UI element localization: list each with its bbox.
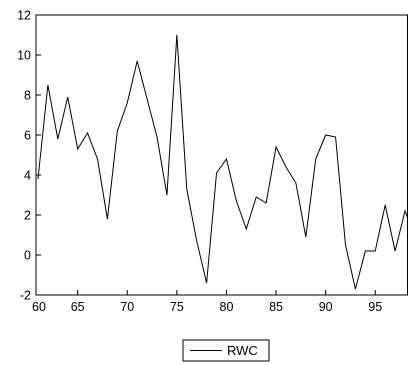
- y-tick-label: -2: [20, 289, 31, 303]
- plot-area-frame: [35, 14, 408, 296]
- x-tick-label: 90: [319, 300, 333, 314]
- y-tick-label: 4: [24, 169, 31, 183]
- y-tick-label: 0: [24, 249, 31, 263]
- y-tick-label: 10: [17, 49, 31, 63]
- y-tick-label: 12: [17, 9, 31, 23]
- y-tick-label: 2: [24, 209, 31, 223]
- legend: RWC: [182, 339, 270, 362]
- x-tick-label: 95: [368, 300, 382, 314]
- y-axis: -2 0 2 4 6 8 10 12: [17, 9, 41, 303]
- legend-box: [182, 339, 270, 362]
- x-tick-label: 85: [269, 300, 283, 314]
- y-tick-label: 8: [24, 89, 31, 103]
- x-axis: 60 65 70 75 80 85 90 95: [32, 290, 382, 314]
- x-tick-label: 80: [220, 300, 234, 314]
- y-tick-label: 6: [24, 129, 31, 143]
- series-layer: [37, 34, 408, 290]
- x-tick-label: 60: [32, 300, 46, 314]
- x-tick-label: 65: [71, 300, 85, 314]
- x-tick-label: 70: [120, 300, 134, 314]
- series-line-rwc: [37, 34, 408, 290]
- legend-label: RWC: [227, 343, 258, 358]
- x-tick-label: 75: [170, 300, 184, 314]
